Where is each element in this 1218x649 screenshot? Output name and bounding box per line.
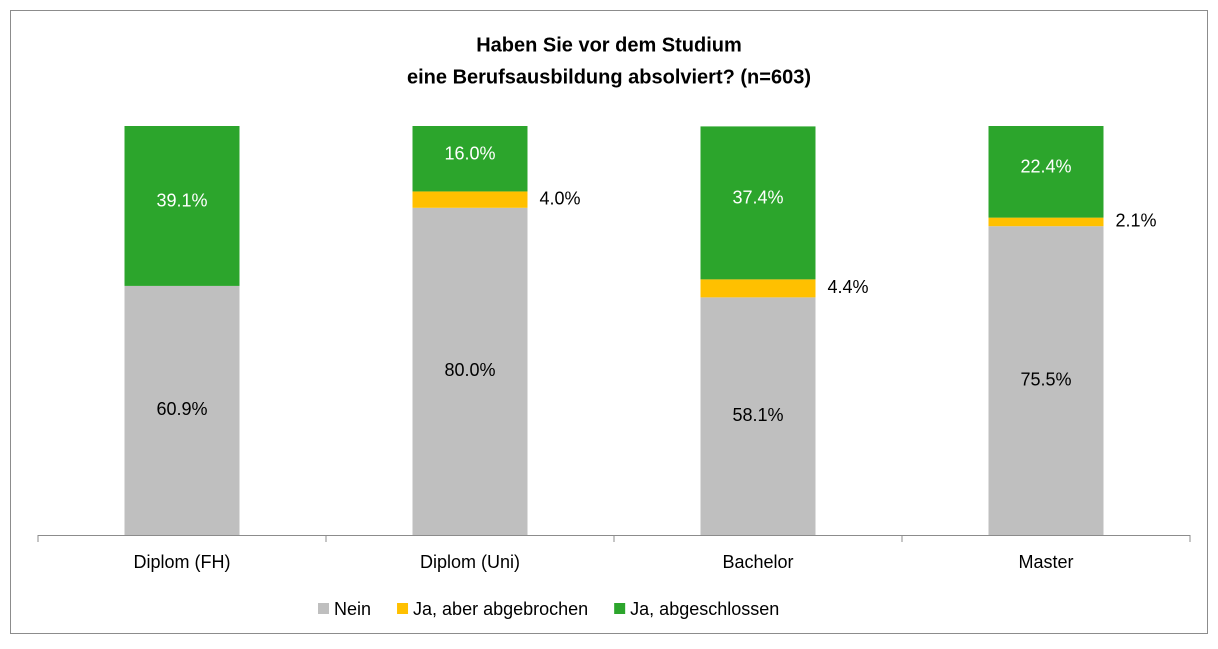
bar-segment bbox=[412, 191, 528, 208]
legend-swatch bbox=[397, 603, 409, 614]
bar-segment bbox=[988, 217, 1104, 227]
data-label: 22.4% bbox=[1020, 157, 1071, 177]
legend-swatch bbox=[614, 603, 626, 614]
bar-segment bbox=[700, 126, 816, 280]
data-label: 37.4% bbox=[732, 188, 783, 208]
data-label: 2.1% bbox=[1116, 211, 1157, 231]
legend-label: Ja, abgeschlossen bbox=[630, 599, 779, 619]
data-label: 4.4% bbox=[828, 277, 869, 297]
data-label: 80.0% bbox=[444, 360, 495, 380]
data-label: 39.1% bbox=[156, 191, 207, 211]
x-tick-label: Diplom (FH) bbox=[134, 552, 231, 572]
data-label: 58.1% bbox=[732, 405, 783, 425]
data-label: 75.5% bbox=[1020, 369, 1071, 389]
bar-segment bbox=[124, 285, 240, 535]
x-tick-label: Diplom (Uni) bbox=[420, 552, 520, 572]
chart-title: eine Berufsausbildung absolviert? (n=603… bbox=[407, 66, 811, 88]
chart-title: Haben Sie vor dem Studium bbox=[476, 34, 742, 56]
bar-segment bbox=[412, 207, 528, 536]
data-label: 4.0% bbox=[540, 188, 581, 208]
legend-label: Ja, aber abgebrochen bbox=[413, 599, 588, 619]
x-tick-label: Bachelor bbox=[722, 552, 793, 572]
bar-segment bbox=[700, 297, 816, 535]
legend-swatch bbox=[318, 603, 329, 614]
x-tick-label: Master bbox=[1018, 552, 1073, 572]
bar-segment bbox=[988, 226, 1104, 535]
data-label: 16.0% bbox=[444, 143, 495, 163]
bar-segment bbox=[412, 126, 528, 192]
bar-segment bbox=[700, 279, 816, 298]
legend-label: Nein bbox=[334, 599, 371, 619]
bar-segment bbox=[988, 126, 1104, 218]
data-label: 60.9% bbox=[156, 399, 207, 419]
bar-segment bbox=[124, 126, 240, 286]
